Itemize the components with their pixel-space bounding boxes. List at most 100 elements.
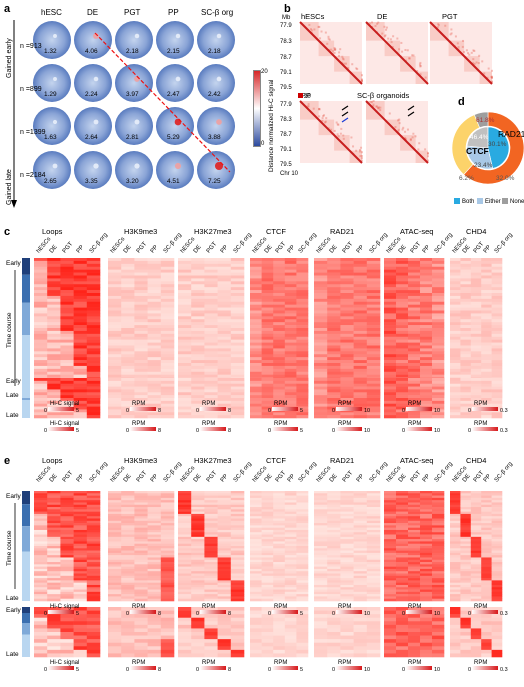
heatmap-cell	[121, 628, 135, 633]
heatmap-cell	[491, 371, 503, 375]
heatmap-cell	[60, 632, 74, 636]
heatmap-cell	[73, 562, 88, 565]
heatmap-cell	[86, 295, 101, 300]
tick: 78.3	[280, 39, 292, 45]
heatmap-cell	[408, 295, 421, 300]
heatmap-cell	[34, 642, 48, 647]
hic-speckle	[361, 78, 363, 81]
heatmap-cell	[230, 639, 245, 644]
heatmap-cell	[296, 325, 309, 329]
heatmap-cell	[296, 412, 309, 416]
heatmap-cell	[408, 371, 421, 375]
heatmap-cell	[353, 301, 368, 305]
heatmap-cell	[273, 403, 286, 407]
scale-text: 0	[44, 428, 48, 434]
heatmap-cell	[470, 298, 482, 303]
heatmap-cell	[204, 649, 218, 654]
heatmap-cell	[273, 395, 286, 399]
scale-text: RPM	[474, 421, 488, 427]
heatmap-cell	[366, 298, 381, 303]
heatmap-cell	[384, 591, 397, 595]
heatmap-cell	[284, 374, 297, 378]
heatmap-cell	[230, 566, 245, 570]
heatmap-cell	[273, 507, 286, 510]
heatmap-cell	[147, 580, 162, 583]
heatmap-cell	[284, 360, 297, 364]
heatmap-cell	[470, 587, 482, 590]
heatmap-cell	[34, 310, 48, 314]
heatmap-cell	[296, 409, 309, 413]
heatmap-cell	[420, 516, 433, 519]
heatmap-cell	[191, 380, 205, 385]
heatmap-cell	[86, 406, 101, 410]
heatmap-cell	[160, 646, 175, 651]
heatmap-cell	[121, 354, 135, 358]
scale-text: 0	[196, 667, 200, 673]
heatmap-cell	[134, 628, 148, 633]
heatmap-cell	[314, 307, 328, 311]
heatmap-cell	[273, 571, 286, 574]
heatmap-cell	[47, 594, 61, 597]
heatmap-cell	[481, 564, 492, 567]
hic-speckle	[375, 105, 378, 108]
heatmap-cell	[296, 562, 309, 565]
scale-text: Hi-C signal	[50, 421, 80, 427]
heatmap-cell	[327, 310, 341, 314]
heatmap-cell	[160, 339, 175, 343]
heatmap-cell	[340, 559, 354, 563]
heatmap-cell	[314, 504, 328, 508]
hic-speckle	[368, 22, 371, 25]
heatmap-cell	[160, 495, 175, 499]
heatmap-cell	[261, 617, 274, 622]
inner-pct-3: 23.4%	[474, 162, 493, 169]
heatmap-cell	[314, 272, 328, 276]
heatmap-cell	[408, 386, 421, 390]
hic-speckle	[412, 132, 415, 135]
heatmap-cell	[450, 392, 461, 396]
heatmap-cell	[366, 518, 381, 522]
heatmap-cell	[121, 557, 135, 561]
heatmap-cell	[420, 351, 433, 355]
loop-arrow	[341, 105, 349, 111]
heatmap-cell	[134, 319, 148, 323]
heatmap-cell	[134, 518, 148, 522]
heatmap-cell	[460, 584, 472, 588]
heatmap-cell	[470, 500, 482, 503]
heatmap-cell	[491, 649, 503, 654]
heatmap-cell	[327, 348, 341, 352]
heatmap-cell	[47, 580, 61, 583]
heatmap-cell	[121, 363, 135, 367]
heatmap-cell	[121, 266, 135, 270]
heatmap-cell	[327, 290, 341, 294]
heatmap-cell	[366, 403, 381, 407]
heatmap-cell	[230, 621, 245, 626]
heatmap-cell	[108, 552, 122, 556]
heatmap-cell	[481, 502, 492, 506]
heatmap-cell	[121, 543, 135, 547]
heatmap-cell	[470, 580, 482, 583]
heatmap-cell	[396, 624, 409, 629]
heatmap-cell	[108, 313, 122, 317]
heatmap-cell	[396, 493, 409, 496]
heatmap-cell	[396, 589, 409, 593]
heatmap-cell	[460, 345, 472, 349]
heatmap-cell	[250, 575, 262, 579]
heatmap-cell	[121, 573, 135, 577]
heatmap-cell	[340, 589, 354, 593]
hic-speckle	[359, 150, 362, 153]
heatmap-cell	[34, 564, 48, 567]
heatmap-cell	[296, 525, 309, 528]
heatmap-cell	[160, 594, 175, 597]
heatmap-cell	[340, 258, 354, 262]
heatmap-cell	[384, 589, 397, 593]
heatmap-cell	[250, 319, 262, 323]
heatmap-cell	[34, 365, 48, 370]
heatmap-cell	[296, 610, 309, 615]
heatmap-cell	[108, 363, 122, 367]
heatmap-cell	[481, 301, 492, 305]
heatmap-cell	[340, 511, 354, 515]
heatmap-cell	[47, 571, 61, 574]
heatmap-cell	[191, 557, 205, 561]
heatmap-cell	[47, 504, 61, 508]
heatmap-cell	[47, 591, 61, 595]
